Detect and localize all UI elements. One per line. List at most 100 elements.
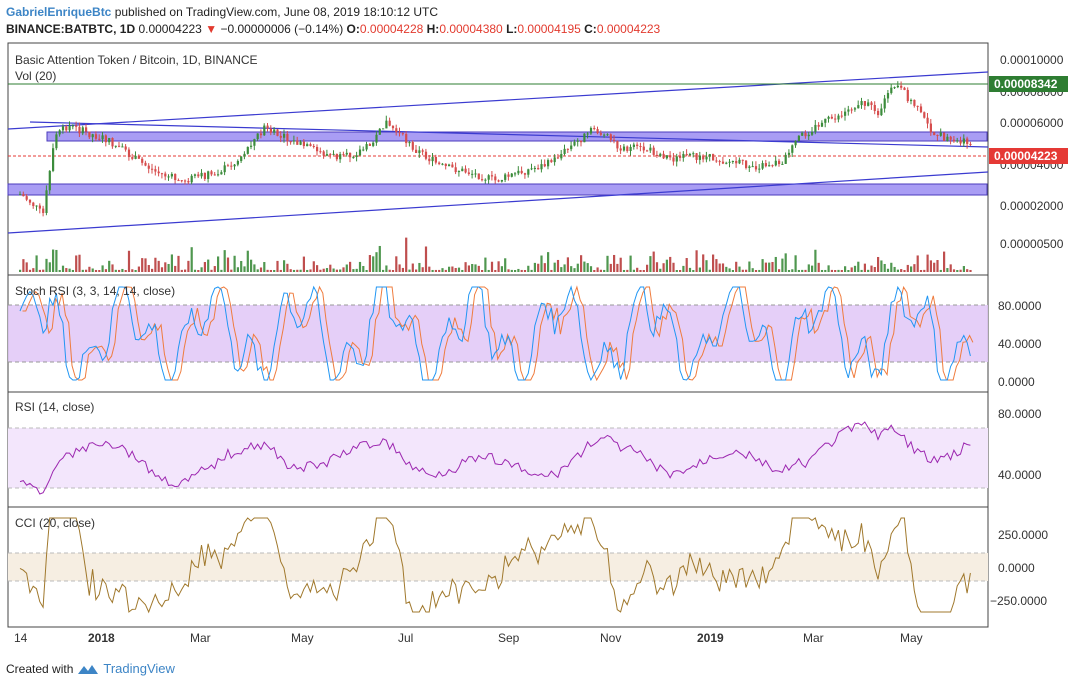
candle-body — [335, 153, 338, 160]
volume-bar — [19, 269, 22, 272]
candle-body — [853, 108, 857, 110]
volume-bar — [685, 258, 688, 272]
volume-bar — [893, 266, 896, 272]
candle-body — [728, 161, 731, 163]
volume-bar — [362, 265, 365, 272]
volume-bar — [708, 269, 711, 272]
candle-body — [395, 128, 398, 133]
volume-bar — [596, 267, 599, 272]
volume-bar — [768, 262, 771, 272]
candle-body — [438, 162, 441, 164]
candle-body — [250, 145, 253, 147]
candle-body — [520, 170, 523, 174]
candle-body — [952, 139, 956, 142]
time-tick: May — [900, 631, 923, 645]
volume-bar — [375, 252, 378, 272]
time-tick: May — [291, 631, 314, 645]
volume-bar — [438, 269, 441, 272]
candle-body — [603, 134, 606, 136]
volume-bar — [672, 262, 675, 272]
volume-bar — [368, 255, 371, 272]
candle-body — [560, 153, 563, 159]
candle-body — [203, 172, 206, 179]
candle-body — [174, 174, 177, 181]
candle-body — [936, 135, 939, 137]
candle-body — [646, 150, 649, 152]
candle-body — [421, 150, 424, 152]
volume-bar — [527, 265, 530, 272]
candle-body — [857, 105, 860, 109]
green-price-marker-text: 0.00008342 — [994, 77, 1058, 91]
candle-body — [764, 163, 767, 167]
candle-body — [22, 194, 25, 197]
candle-body — [170, 174, 173, 177]
volume-bar — [797, 269, 800, 272]
candle-body — [137, 155, 140, 159]
rsi-series-line — [19, 421, 971, 495]
volume-bar — [283, 260, 286, 272]
candle-body — [672, 157, 675, 162]
candle-body — [547, 160, 550, 167]
volume-bar — [98, 269, 101, 272]
volume-bar — [507, 269, 510, 272]
candle-body — [312, 145, 315, 147]
candle-body — [688, 153, 692, 156]
candle-body — [748, 166, 751, 168]
volume-bar — [365, 269, 368, 272]
volume-bar — [203, 262, 206, 272]
volume-bar — [725, 266, 728, 272]
candle-body — [71, 125, 74, 127]
candle-body — [490, 175, 494, 177]
candle-body — [939, 132, 942, 136]
candle-body — [355, 155, 358, 158]
author-name[interactable]: GabrielEnriqueBtc — [6, 5, 112, 19]
low-label: L: — [506, 22, 518, 36]
candle-body — [273, 129, 276, 133]
volume-bar — [929, 260, 932, 272]
candle-body — [418, 150, 421, 154]
volume-bar — [296, 269, 299, 272]
candle-body — [388, 120, 391, 126]
volume-bar — [847, 269, 850, 272]
volume-bar — [118, 269, 121, 272]
volume-bar — [157, 260, 160, 272]
candle-body — [391, 125, 395, 129]
candle-body — [774, 160, 777, 166]
volume-bar — [58, 269, 61, 272]
candle-body — [523, 173, 527, 175]
volume-bar — [646, 264, 649, 272]
tradingview-brand-link[interactable]: TradingView — [103, 661, 175, 676]
volume-bar — [408, 269, 411, 272]
volume-bar — [632, 269, 635, 272]
candle-body — [801, 132, 804, 136]
candle-body — [464, 168, 467, 173]
candle-body — [358, 149, 362, 156]
volume-bar — [517, 268, 520, 272]
candle-body — [890, 87, 893, 94]
candle-body — [292, 140, 296, 142]
candle-body — [596, 129, 599, 134]
rsi-line — [19, 421, 971, 495]
candle-body — [844, 111, 847, 116]
volume-bar — [434, 269, 437, 272]
candle-body — [847, 109, 850, 112]
candle-body — [454, 167, 457, 173]
volume-bar — [213, 266, 216, 272]
created-with-text: Created with — [6, 661, 74, 676]
volume-bar — [794, 255, 797, 272]
candle-body — [705, 156, 708, 160]
candle-body — [431, 156, 434, 162]
volume-bar — [540, 255, 543, 272]
volume-bar — [530, 269, 533, 272]
candle-body — [863, 101, 866, 106]
candle-body — [88, 131, 91, 138]
candle-body — [870, 102, 873, 106]
candle-body — [259, 133, 263, 136]
volume-bar — [174, 265, 177, 272]
volume-bar — [75, 255, 78, 272]
stoch-tick: 80.0000 — [998, 299, 1042, 313]
volume-bar — [405, 237, 408, 272]
volume-bar — [121, 268, 124, 272]
volume-bar — [636, 267, 639, 272]
